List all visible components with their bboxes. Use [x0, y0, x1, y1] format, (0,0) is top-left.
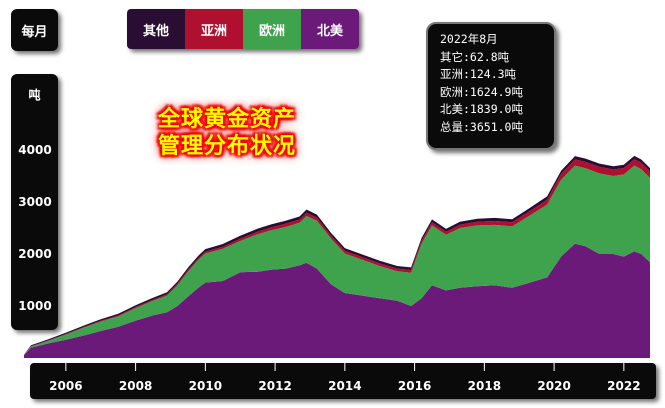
info-line-other: 其它:62.8吨 — [440, 49, 510, 64]
legend-item-asia[interactable]: 亚洲 — [185, 9, 243, 49]
y-axis-unit: 吨 — [28, 88, 41, 102]
x-tick-label-2018: 2018 — [468, 379, 501, 393]
info-line-north-america: 北美:1839.0吨 — [440, 102, 523, 116]
x-tick-label-2008: 2008 — [119, 379, 152, 393]
legend-item-other[interactable]: 其他 — [127, 9, 185, 49]
info-line-europe: 欧洲:1624.9吨 — [440, 84, 523, 99]
area-series-北美 — [24, 243, 650, 358]
y-tick-label-3000: 3000 — [18, 195, 51, 209]
x-tick-label-2012: 2012 — [258, 379, 291, 393]
x-axis-panel — [30, 363, 656, 399]
legend-item-north-america[interactable]: 北美 — [301, 9, 359, 49]
y-tick-label-4000: 4000 — [18, 143, 51, 157]
x-tick-label-2020: 2020 — [537, 379, 570, 393]
stacked-area-layers — [24, 155, 650, 358]
x-tick-label-2016: 2016 — [398, 379, 431, 393]
info-line-total: 总量:3651.0吨 — [440, 119, 523, 134]
legend-item-europe[interactable]: 欧洲 — [243, 9, 301, 49]
info-line-asia: 亚洲:124.3吨 — [440, 67, 517, 81]
info-tooltip: 2022年8月 其它:62.8吨 亚洲:124.3吨 欧洲:1624.9吨 北美… — [426, 22, 556, 150]
y-axis-panel: 吨 — [11, 74, 58, 330]
area-series-欧洲 — [24, 165, 650, 356]
x-tick-label-2010: 2010 — [189, 379, 222, 393]
y-axis-ticks: 1000 2000 3000 4000 — [18, 143, 51, 313]
period-button[interactable]: 每月 — [11, 9, 58, 51]
x-axis-ticks: 2006 2008 2010 2012 2014 2016 2018 2020 2022 — [49, 363, 641, 393]
chart-title-line-2: 管理分布状况 — [157, 134, 296, 159]
y-tick-label-2000: 2000 — [18, 247, 51, 261]
info-date: 2022年8月 — [440, 32, 498, 46]
y-tick-label-1000: 1000 — [18, 299, 51, 313]
chart-title-line-1: 全球黄金资产 — [157, 107, 296, 132]
x-tick-label-2014: 2014 — [328, 379, 361, 393]
x-tick-label-2006: 2006 — [49, 379, 82, 393]
x-tick-label-2022: 2022 — [607, 379, 640, 393]
legend: 其他 亚洲 欧洲 北美 — [127, 9, 359, 49]
chart-title: 全球黄金资产 管理分布状况 — [132, 106, 322, 160]
